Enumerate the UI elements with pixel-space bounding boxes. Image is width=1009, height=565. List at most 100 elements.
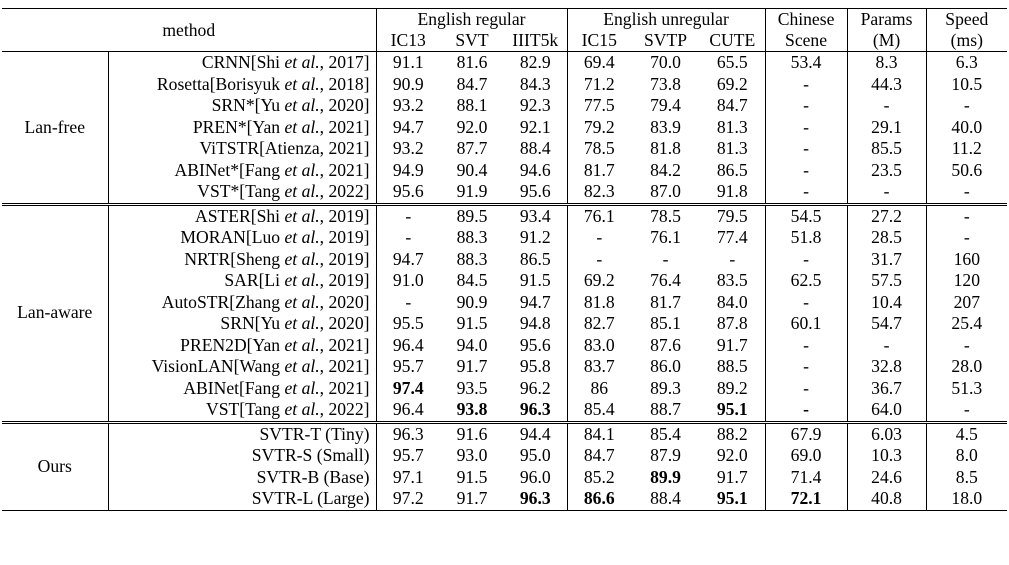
table-cell: 88.7: [650, 399, 681, 419]
table-cell: 81.7: [650, 291, 681, 312]
table-cell: -: [596, 227, 603, 247]
citation-end: , 2017]: [319, 52, 370, 72]
table-cell: 76.4: [650, 270, 681, 290]
results-table-container: method English regular English unregular…: [2, 8, 1008, 511]
table-cell: 89.2: [700, 377, 766, 399]
citation-start: [Luo: [245, 227, 285, 247]
citation-start: [Wang: [233, 356, 285, 376]
table-cell: 85.2: [583, 466, 615, 487]
table-cell: 84.2: [650, 159, 681, 180]
method-name: NRTR[Sheng et al., 2019]: [108, 248, 377, 270]
table-cell: 78.5: [631, 202, 701, 227]
citation-start: [Fang: [239, 159, 285, 180]
method-label: SVTR-T (Tiny): [259, 423, 370, 444]
table-cell: 81.8: [650, 138, 681, 158]
citation-etal: et al.: [284, 377, 320, 398]
table-cell: 84.5: [456, 270, 488, 290]
citation-start: [Yan: [246, 116, 285, 137]
method-name: PREN*[Yan et al., 2021]: [108, 116, 377, 138]
table-cell: 93.4: [504, 202, 568, 227]
citation-etal: et al.: [284, 159, 320, 180]
table-cell: 67.9: [765, 420, 848, 445]
method-name: VST*[Tang et al., 2022]: [108, 181, 377, 204]
method-name: SAR[Li et al., 2019]: [108, 270, 377, 292]
header-col-ic13: IC13: [390, 30, 426, 50]
table-cell: -: [765, 138, 848, 160]
citation-end: , 2021]: [319, 334, 370, 355]
method-name: CRNN[Shi et al., 2017]: [108, 51, 377, 74]
table-cell: 95.6: [504, 334, 568, 356]
table-cell: 88.3: [456, 248, 488, 269]
table-cell: 94.8: [504, 313, 568, 335]
table-cell: 85.1: [650, 313, 681, 333]
table-cell: 96.3: [504, 399, 568, 422]
citation-end: , 2021]: [319, 116, 370, 137]
table-cell: -: [662, 248, 669, 269]
table-row: ABINet[Fang et al., 2021] 97.4 93.5 96.2 86 8…: [2, 377, 1007, 399]
table-cell: 91.5: [504, 270, 568, 292]
citation-etal: et al.: [284, 399, 320, 419]
table-cell: 71.2: [583, 73, 615, 94]
citation-end: , 2020]: [319, 313, 370, 333]
table-cell: 90.9: [392, 73, 424, 94]
table-cell: -: [847, 181, 927, 204]
table-cell: 10.4: [847, 291, 927, 313]
table-cell: -: [765, 116, 848, 138]
method-name: SRN[Yu et al., 2020]: [108, 313, 377, 335]
method-label: MORAN: [180, 227, 246, 247]
header-col-cute: CUTE: [700, 30, 766, 52]
citation-etal: et al.: [284, 52, 320, 72]
table-cell: 90.4: [456, 159, 488, 180]
table-cell: -: [963, 334, 970, 355]
method-label: PREN2D: [180, 334, 247, 355]
group-label: Lan-aware: [2, 202, 109, 422]
table-cell: 91.7: [456, 356, 488, 376]
table-cell: -: [765, 159, 848, 181]
table-cell: -: [926, 202, 1008, 227]
table-cell: 84.7: [583, 445, 615, 465]
table-row: VST*[Tang et al., 2022] 95.6 91.9 95.6 82.3 8…: [2, 181, 1007, 204]
table-cell: -: [376, 202, 440, 227]
header-english-unregular: English unregular: [567, 8, 766, 30]
citation-etal: et al.: [284, 248, 320, 269]
table-cell: 89.9: [650, 466, 681, 487]
citation-etal: et al.: [284, 227, 320, 247]
table-cell: -: [963, 181, 970, 201]
table-cell: 94.0: [456, 334, 488, 355]
table-cell: 84.0: [700, 291, 766, 313]
method-name: ASTER[Shi et al., 2019]: [108, 202, 377, 227]
table-cell: 86.6: [567, 488, 632, 511]
table-cell: 88.4: [504, 138, 568, 160]
method-name: ViTSTR[Atienza, 2021]: [108, 138, 377, 160]
method-name: SVTR-S (Small): [108, 445, 377, 467]
table-cell: 95.5: [392, 313, 424, 333]
citation-end: , 2021]: [319, 377, 370, 398]
table-cell: -: [596, 248, 603, 269]
citation-end: , 2019]: [319, 205, 370, 226]
table-cell: 79.2: [583, 116, 615, 137]
table-cell: 40.8: [847, 488, 927, 511]
table-cell: 81.3: [700, 138, 766, 160]
table-cell: 89.5: [440, 202, 504, 227]
table-cell: 78.5: [583, 138, 615, 158]
citation-end: , 2021]: [319, 356, 370, 376]
table-row: SRN[Yu et al., 2020] 95.5 91.5 94.8 82.7 85.1…: [2, 313, 1007, 335]
table-cell: 92.3: [504, 95, 568, 117]
table-cell: 87.7: [456, 138, 488, 158]
table-row: VisionLAN[Wang et al., 2021] 95.7 91.7 95.8…: [2, 356, 1007, 378]
table-cell: 69.4: [567, 51, 632, 74]
table-row: Ours SVTR-T (Tiny) 96.3 91.6 94.4 84.1 85.4 88.…: [2, 420, 1008, 511]
table-cell: 91.5: [456, 313, 488, 333]
table-cell: 96.0: [504, 466, 568, 488]
table-cell: -: [765, 356, 848, 378]
citation-etal: et al.: [284, 313, 320, 333]
table-row: SVTR-B (Base) 97.1 91.5 96.0 85.2 89.9 91.7 71.…: [2, 466, 1007, 488]
table-cell: -: [765, 399, 848, 422]
header-params-1: Params: [847, 8, 927, 30]
table-cell: 83.9: [650, 116, 681, 137]
table-cell: 160: [953, 248, 980, 269]
table-cell: 28.5: [847, 227, 927, 249]
table-row: SAR[Li et al., 2019] 91.0 84.5 91.5 69.2 76.4…: [2, 270, 1007, 292]
table-cell: 70.0: [631, 51, 701, 74]
table-cell: 76.1: [567, 202, 632, 227]
